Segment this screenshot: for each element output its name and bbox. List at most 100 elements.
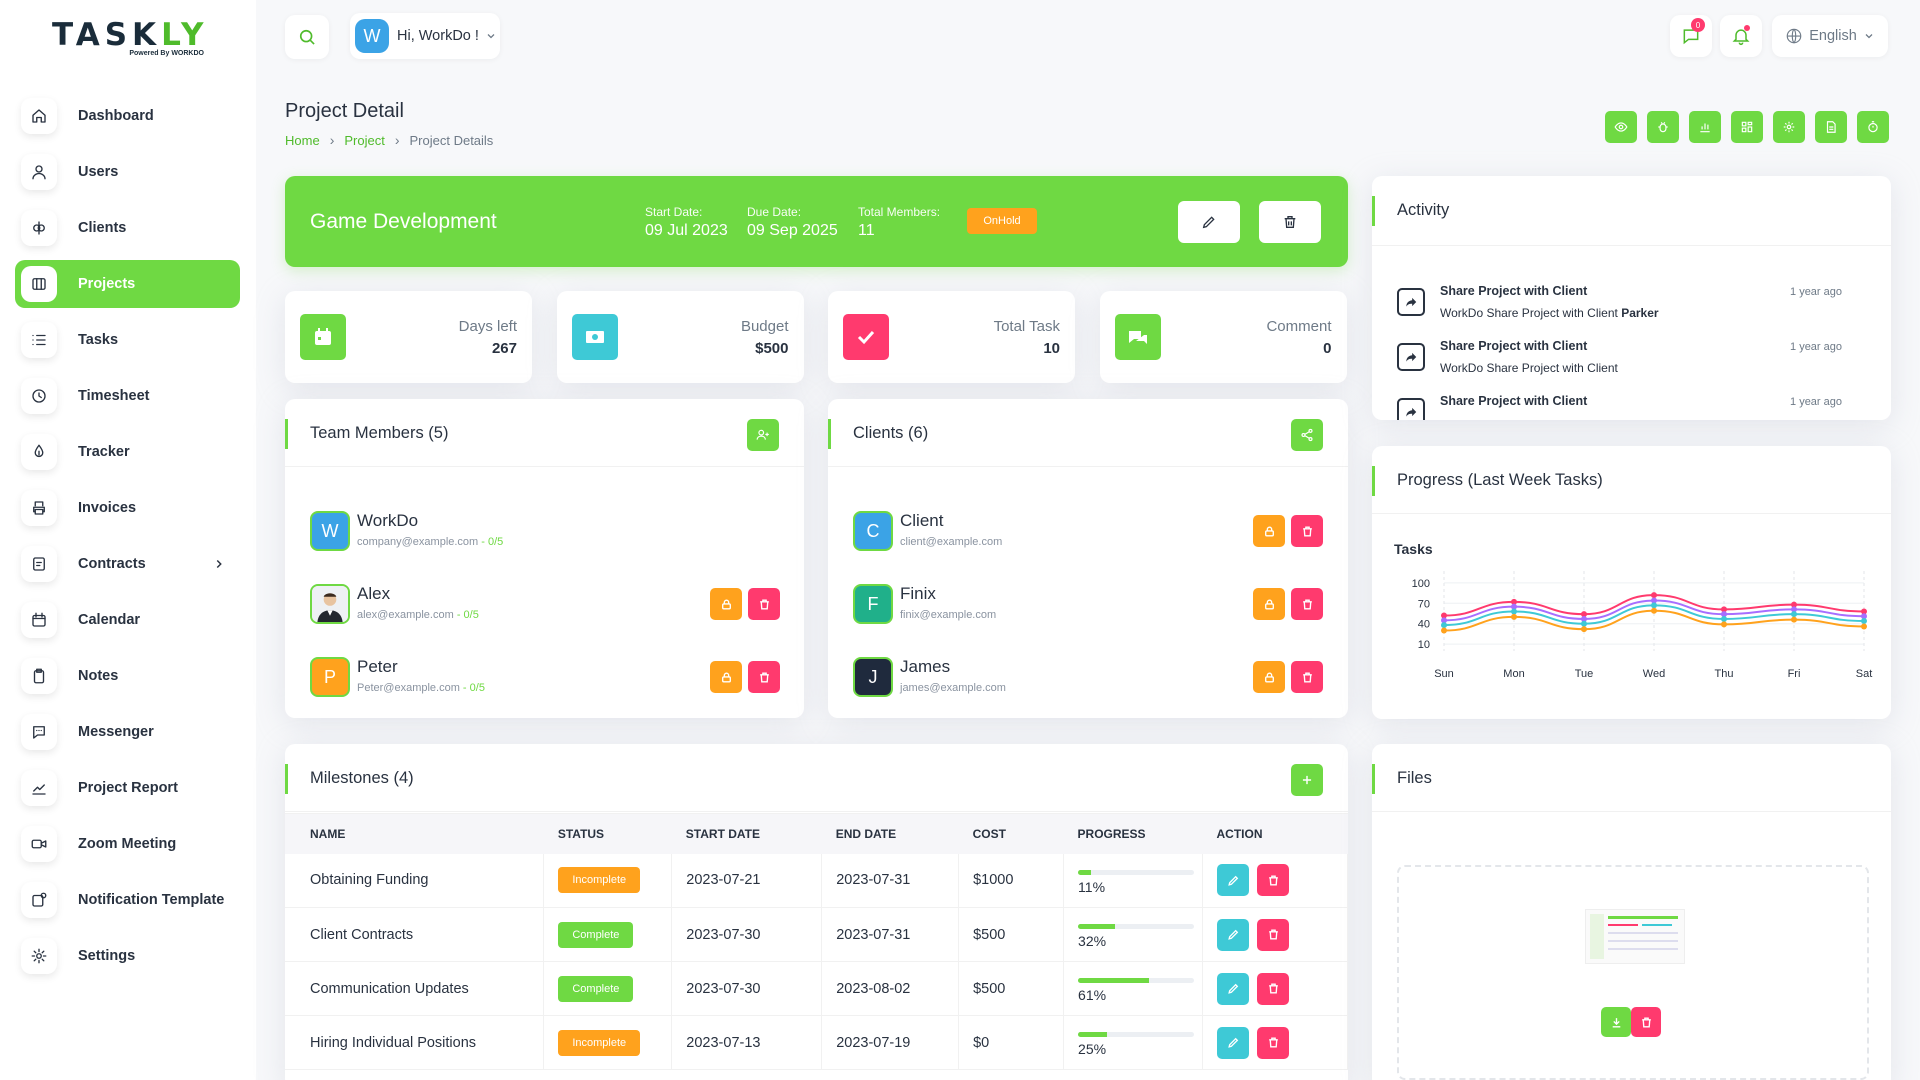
client-delete-button[interactable] bbox=[1291, 515, 1323, 547]
delete-project-button[interactable] bbox=[1259, 201, 1321, 243]
bug-report-button[interactable] bbox=[1647, 111, 1679, 143]
client-actions bbox=[1247, 588, 1323, 620]
sidebar-item-dashboard[interactable]: Dashboard bbox=[15, 92, 240, 140]
sidebar-item-contracts[interactable]: Contracts bbox=[15, 540, 240, 588]
client-delete-button[interactable] bbox=[1291, 588, 1323, 620]
data-point bbox=[1441, 627, 1447, 634]
delete-milestone-button[interactable] bbox=[1257, 972, 1290, 1005]
sidebar-item-label: Messenger bbox=[78, 724, 154, 740]
activity-time: 1 year ago bbox=[1790, 396, 1842, 408]
sidebar-item-calendar[interactable]: Calendar bbox=[15, 596, 240, 644]
progress-text: 25% bbox=[1078, 1041, 1107, 1057]
member-delete-button[interactable] bbox=[748, 661, 780, 693]
milestone-name: Communication Updates bbox=[285, 961, 545, 1016]
lock-icon bbox=[721, 599, 731, 610]
share-client-button[interactable] bbox=[1291, 419, 1323, 451]
calendar-icon bbox=[32, 612, 46, 627]
edit-milestone-button[interactable] bbox=[1217, 864, 1250, 897]
sidebar-item-settings[interactable]: Settings bbox=[15, 932, 240, 980]
column-header-status[interactable]: STATUS bbox=[543, 813, 672, 854]
download-file-button[interactable] bbox=[1601, 1007, 1631, 1037]
add-milestone-button[interactable] bbox=[1291, 764, 1323, 796]
project-settings-button[interactable] bbox=[1773, 111, 1805, 143]
sidebar-item-tasks[interactable]: Tasks bbox=[15, 316, 240, 364]
stat-label: Comment bbox=[1266, 318, 1332, 335]
client-permission-button[interactable] bbox=[1253, 588, 1285, 620]
sidebar-item-notification-template[interactable]: Notification Template bbox=[15, 876, 240, 924]
sidebar-item-projects[interactable]: Projects bbox=[15, 260, 240, 308]
column-header-name[interactable]: NAME bbox=[285, 813, 544, 854]
member-task-count: - 0/5 bbox=[478, 536, 504, 548]
column-header-cost[interactable]: COST bbox=[958, 813, 1064, 854]
column-header-end-date[interactable]: END DATE bbox=[821, 813, 959, 854]
trash-icon bbox=[1268, 983, 1278, 994]
client-permission-button[interactable] bbox=[1253, 661, 1285, 693]
gantt-chart-button[interactable] bbox=[1689, 111, 1721, 143]
data-point bbox=[1581, 615, 1587, 622]
milestone-actions bbox=[1217, 918, 1347, 951]
client-delete-button[interactable] bbox=[1291, 661, 1323, 693]
document-button[interactable] bbox=[1815, 111, 1847, 143]
tracker-button[interactable] bbox=[1857, 111, 1889, 143]
milestone-start: 2023-07-13 bbox=[671, 1015, 823, 1070]
edit-milestone-button[interactable] bbox=[1217, 918, 1250, 951]
edit-milestone-button[interactable] bbox=[1217, 972, 1250, 1005]
file-dropzone[interactable] bbox=[1397, 865, 1869, 1080]
data-point bbox=[1651, 602, 1657, 609]
nav-icon-wrap bbox=[21, 546, 57, 582]
breadcrumb-project[interactable]: Project bbox=[344, 132, 385, 148]
sidebar-item-label: Contracts bbox=[78, 556, 146, 572]
user-menu[interactable]: W Hi, WorkDo ! bbox=[350, 13, 500, 59]
comment-icon bbox=[1128, 331, 1147, 344]
milestone-actions bbox=[1217, 972, 1347, 1005]
nav-icon-wrap bbox=[21, 154, 57, 190]
delete-milestone-button[interactable] bbox=[1257, 864, 1290, 897]
sidebar-item-tracker[interactable]: Tracker bbox=[15, 428, 240, 476]
milestone-action-cell bbox=[1202, 961, 1348, 1016]
column-header-progress[interactable]: PROGRESS bbox=[1063, 813, 1203, 854]
sidebar-item-messenger[interactable]: Messenger bbox=[15, 708, 240, 756]
data-point bbox=[1651, 597, 1657, 604]
column-header-start-date[interactable]: START DATE bbox=[671, 813, 822, 854]
member-permission-button[interactable] bbox=[710, 588, 742, 620]
sidebar-item-users[interactable]: Users bbox=[15, 148, 240, 196]
sidebar-item-project-report[interactable]: Project Report bbox=[15, 764, 240, 812]
delete-milestone-button[interactable] bbox=[1257, 1026, 1290, 1059]
share-arrow-icon bbox=[1406, 407, 1417, 417]
trash-icon bbox=[1268, 929, 1278, 940]
progress-track bbox=[1078, 978, 1195, 983]
column-header-action[interactable]: ACTION bbox=[1202, 813, 1348, 854]
milestones-table: NAME STATUS START DATE END DATE COST PROGRESS… bbox=[285, 813, 1348, 1070]
sidebar-item-clients[interactable]: Clients bbox=[15, 204, 240, 252]
sidebar-item-timesheet[interactable]: Timesheet bbox=[15, 372, 240, 420]
task-board-button[interactable] bbox=[1731, 111, 1763, 143]
milestone-actions bbox=[1217, 1026, 1347, 1059]
notifications-button[interactable] bbox=[1720, 15, 1762, 57]
edit-project-button[interactable] bbox=[1178, 201, 1240, 243]
search-button[interactable] bbox=[285, 15, 329, 59]
sidebar-item-zoom-meeting[interactable]: Zoom Meeting bbox=[15, 820, 240, 868]
file-thumbnail[interactable] bbox=[1585, 909, 1685, 964]
nav-icon-wrap bbox=[21, 714, 57, 750]
section-accent bbox=[1372, 466, 1375, 496]
member-name: Peter bbox=[357, 657, 398, 676]
member-permission-button[interactable] bbox=[710, 661, 742, 693]
delete-file-button[interactable] bbox=[1631, 1007, 1661, 1037]
nav-icon-wrap bbox=[21, 322, 57, 358]
breadcrumb-home[interactable]: Home bbox=[285, 132, 320, 148]
language-selector[interactable]: English bbox=[1772, 15, 1888, 57]
progress-title: Progress (Last Week Tasks) bbox=[1397, 471, 1603, 489]
sidebar-item-invoices[interactable]: Invoices bbox=[15, 484, 240, 532]
invite-member-button[interactable] bbox=[747, 419, 779, 451]
delete-milestone-button[interactable] bbox=[1257, 918, 1290, 951]
brand-logo[interactable]: TASKLY Powered By WORKDO bbox=[52, 18, 204, 60]
client-permission-button[interactable] bbox=[1253, 515, 1285, 547]
data-point bbox=[1581, 626, 1587, 633]
member-delete-button[interactable] bbox=[748, 588, 780, 620]
sidebar-item-label: Project Report bbox=[78, 780, 178, 796]
sidebar-item-label: Projects bbox=[78, 276, 136, 292]
view-button[interactable] bbox=[1605, 111, 1637, 143]
sidebar-item-notes[interactable]: Notes bbox=[15, 652, 240, 700]
edit-milestone-button[interactable] bbox=[1217, 1026, 1250, 1059]
messages-button[interactable]: 0 bbox=[1670, 15, 1712, 57]
